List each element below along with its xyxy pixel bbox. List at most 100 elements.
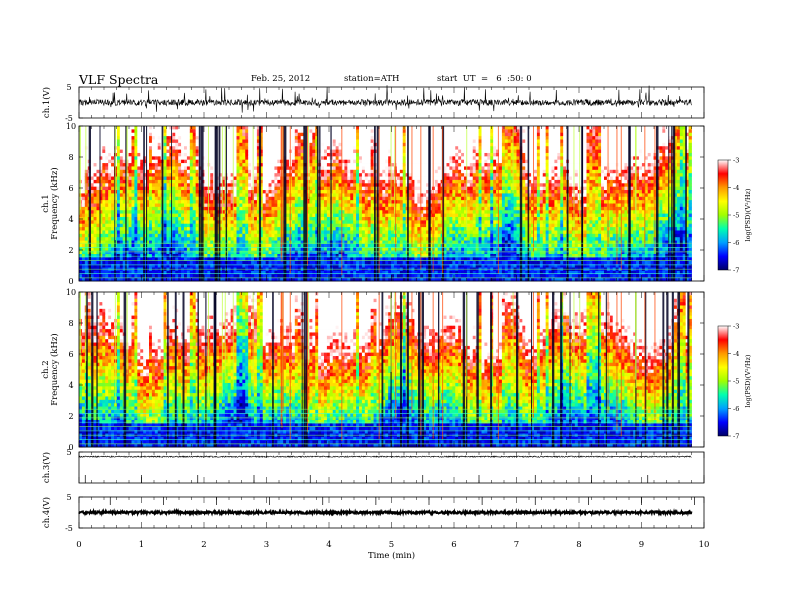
- ch1-spectrogram-cell: [105, 250, 109, 255]
- ch1-spectrogram-cell: [131, 142, 135, 147]
- ch1-spectrogram-cell: [96, 129, 100, 134]
- ch1-spectrogram-cell: [388, 277, 392, 282]
- ch1-spectrogram-cell: [119, 193, 124, 198]
- ch1-spectrogram-cell: [324, 210, 328, 215]
- ch1-spectrogram-cell: [105, 213, 109, 218]
- ch1-spectrogram-cell: [338, 196, 342, 201]
- ch1-spectrogram-cell: [181, 200, 185, 204]
- ch1-spectrogram-cell: [146, 257, 150, 262]
- ch1-spectrogram-cell: [146, 193, 150, 198]
- ch1-spectrogram-cell: [256, 190, 261, 194]
- ch1-spectrogram-cell: [356, 149, 360, 154]
- ch1-spectrogram-cell: [149, 227, 153, 231]
- ch1-spectrogram-cell: [391, 230, 395, 235]
- ch1-spectrogram-cell: [306, 257, 310, 262]
- ch1-spectrogram-cell: [81, 159, 86, 164]
- ch1-spectrogram-cell: [367, 240, 372, 245]
- ch1-spectrogram-cell: [300, 260, 304, 265]
- ch1-spectrogram-cell: [181, 213, 185, 218]
- ch1-spectrogram-cell: [291, 203, 296, 208]
- ch1-spectrogram-cell: [195, 163, 199, 167]
- ch1-spectrogram-cell: [338, 126, 342, 130]
- ch1-spectrogram-cell: [248, 183, 252, 188]
- ch1-spectrogram-cell: [81, 139, 86, 144]
- ch1-spectrogram-cell: [245, 146, 249, 150]
- ch1-spectrogram-cell: [119, 216, 124, 221]
- ch1-spectrogram-cell: [96, 240, 100, 245]
- ch1-spectrogram-cell: [128, 183, 132, 188]
- ch1-spectrogram-cell: [122, 186, 127, 191]
- ch1-spectrogram-cell: [154, 250, 159, 255]
- ch1-spectrogram-cell: [248, 129, 252, 134]
- ch1-spectrogram-cell: [122, 203, 127, 208]
- ch1-spectrogram-cell: [102, 179, 106, 184]
- ch1-spectrogram-cell: [169, 179, 173, 184]
- ch1-spectrogram-cell: [350, 129, 354, 134]
- ch1-spectrogram-cell: [140, 183, 144, 188]
- ch1-spectrogram-cell: [268, 193, 272, 198]
- ch1-spectrogram-cell: [157, 156, 162, 161]
- ch1-spectrogram-cell: [189, 270, 194, 275]
- ch1-spectrogram-cell: [140, 230, 144, 235]
- ch1-spectrogram-cell: [157, 169, 162, 174]
- ch1-spectrogram-cell: [338, 193, 342, 198]
- ch1-spectrogram-cell: [230, 257, 234, 262]
- ch1-spectrogram-cell: [166, 233, 170, 238]
- ch1-spectrogram-cell: [359, 126, 363, 130]
- ch1-spectrogram-cell: [344, 240, 348, 245]
- ch1-spectrogram-cell: [248, 176, 252, 181]
- ch1-spectrogram-cell: [149, 183, 153, 188]
- ch1-spectrogram-cell: [105, 257, 109, 262]
- ch1-spectrogram-cell: [332, 159, 337, 164]
- ch1-spectrogram-cell: [245, 227, 249, 231]
- ch1-spectrogram-cell: [385, 220, 389, 225]
- ch1-spectrogram-cell: [116, 136, 121, 140]
- ch1-spectrogram-cell: [149, 136, 153, 140]
- ch1-spectrogram-cell: [391, 190, 395, 194]
- ch1-spectrogram-cell: [93, 139, 97, 144]
- ch1-spectrogram-cell: [256, 230, 261, 235]
- ch1-spectrogram-cell: [233, 206, 237, 211]
- ch1-spectrogram-cell: [99, 227, 103, 231]
- ch1-spectrogram-cell: [271, 190, 275, 194]
- ch1-spectrogram-cell: [119, 173, 124, 177]
- ch1-spectrogram-cell: [359, 190, 363, 194]
- ch1-spectrogram-cell: [286, 237, 290, 241]
- ch1-spectrogram-cell: [259, 277, 264, 282]
- ch1-spectrogram-cell: [312, 230, 316, 235]
- ch1-spectrogram-cell: [268, 233, 272, 238]
- ch1-spectrogram-cell: [210, 169, 214, 174]
- ch1-spectrogram-cell: [128, 176, 132, 181]
- ch1-spectrogram-cell: [359, 163, 363, 167]
- ch1-spectrogram-cell: [353, 213, 357, 218]
- ch1-spectrogram-cell: [184, 169, 188, 174]
- ch1-spectrogram-cell: [300, 243, 304, 248]
- ch1-spectrogram-cell: [245, 233, 249, 238]
- ch1-spectrogram-cell: [268, 243, 272, 248]
- ch1-spectrogram-cell: [277, 193, 281, 198]
- ch1-spectrogram-cell: [335, 243, 339, 248]
- ch1-spectrogram-cell: [379, 156, 383, 161]
- ch1-spectrogram-cell: [210, 243, 214, 248]
- ch1-spectrogram-cell: [184, 190, 188, 194]
- ch1-spectrogram-cell: [195, 149, 199, 154]
- ch1-spectrogram-cell: [364, 196, 369, 201]
- ch1-spectrogram-cell: [294, 163, 299, 167]
- ch1-spectrogram-cell: [359, 139, 363, 144]
- ch1-spectrogram-cell: [294, 196, 299, 201]
- ch1-spectrogram-cell: [195, 179, 199, 184]
- ch1-spectrogram-cell: [204, 220, 208, 225]
- ch1-spectrogram-cell: [227, 183, 232, 188]
- ch1-spectrogram-cell: [344, 152, 348, 157]
- ch1-spectrogram-cell: [172, 250, 176, 255]
- ch1-spectrogram-cell: [312, 179, 316, 184]
- ch1-spectrogram-cell: [169, 146, 173, 150]
- ch1-spectrogram-cell: [309, 203, 313, 208]
- ch1-spectrogram-cell: [262, 159, 267, 164]
- ch1-spectrogram-cell: [248, 270, 252, 275]
- ch1-spectrogram-cell: [359, 173, 363, 177]
- ch1-spectrogram-cell: [186, 210, 191, 215]
- ch1-spectrogram-cell: [350, 200, 354, 204]
- ch1-spectrogram-cell: [344, 146, 348, 150]
- ch1-spectrogram-cell: [207, 183, 211, 188]
